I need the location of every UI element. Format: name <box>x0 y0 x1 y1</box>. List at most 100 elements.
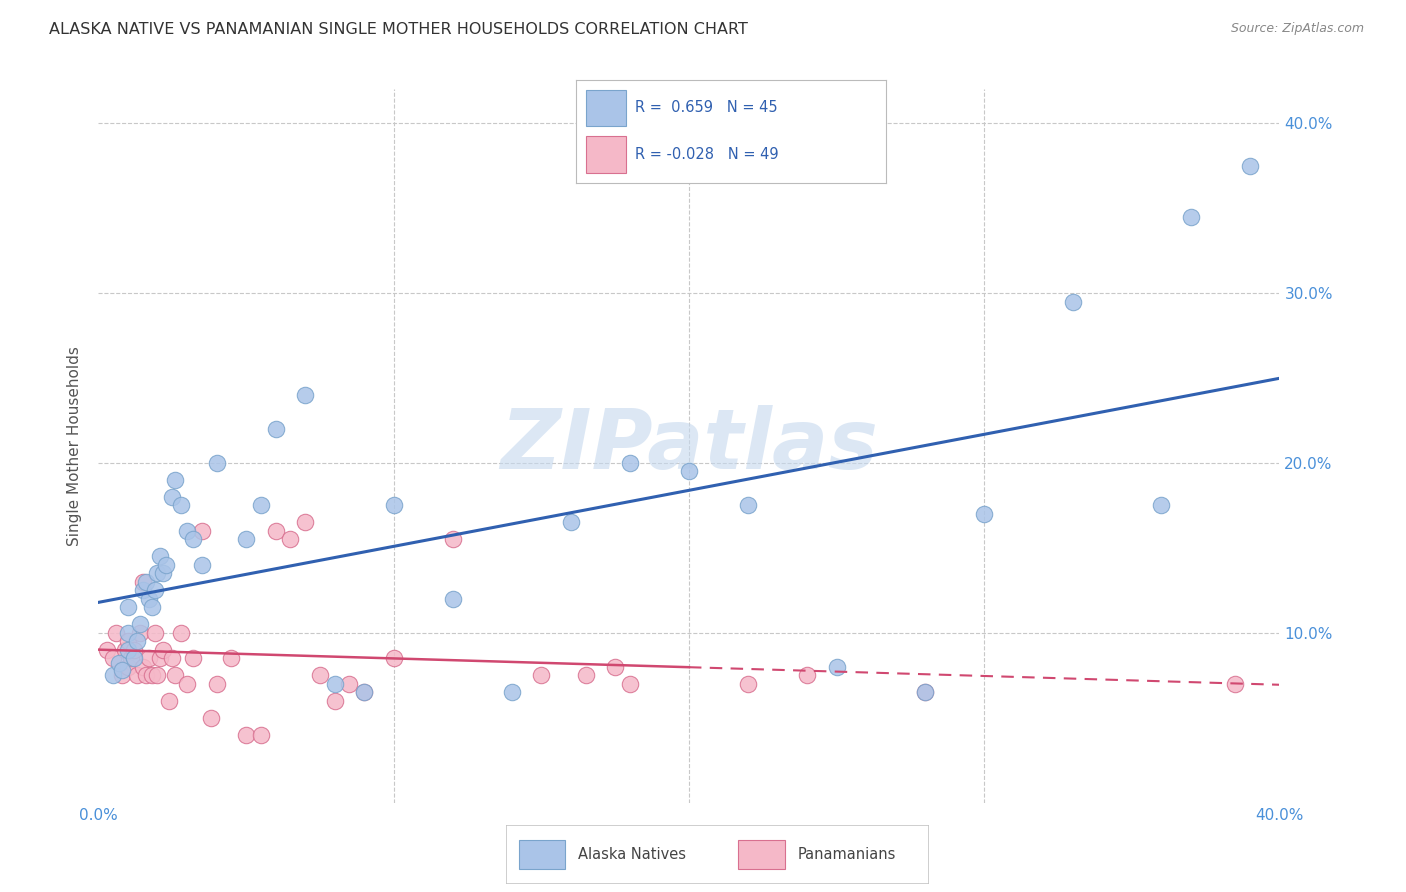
Point <box>560 516 582 530</box>
Point <box>619 456 641 470</box>
Point <box>108 657 131 671</box>
Point <box>128 626 150 640</box>
Point <box>143 583 166 598</box>
Point <box>135 574 157 589</box>
Point <box>235 533 257 547</box>
Point <box>170 499 193 513</box>
Point <box>825 660 848 674</box>
Point <box>114 643 136 657</box>
Point <box>1062 294 1084 309</box>
Point <box>574 668 596 682</box>
Point <box>235 728 257 742</box>
Point <box>152 566 174 581</box>
Point <box>117 660 139 674</box>
Point <box>441 591 464 606</box>
Point <box>165 473 187 487</box>
Point <box>138 591 160 606</box>
Point <box>132 574 155 589</box>
Point <box>619 677 641 691</box>
Y-axis label: Single Mother Households: Single Mother Households <box>67 346 83 546</box>
Point <box>737 499 759 513</box>
Point <box>132 660 155 674</box>
Point <box>157 694 180 708</box>
Bar <box>519 839 565 869</box>
Point <box>105 626 128 640</box>
Point <box>796 668 818 682</box>
Text: ALASKA NATIVE VS PANAMANIAN SINGLE MOTHER HOUSEHOLDS CORRELATION CHART: ALASKA NATIVE VS PANAMANIAN SINGLE MOTHE… <box>49 22 748 37</box>
Text: R = -0.028   N = 49: R = -0.028 N = 49 <box>636 146 779 161</box>
Point <box>264 422 287 436</box>
Point <box>219 651 242 665</box>
Bar <box>586 136 626 173</box>
Point <box>914 685 936 699</box>
Point <box>264 524 287 538</box>
Point <box>165 668 187 682</box>
Point <box>294 388 316 402</box>
Point <box>250 728 273 742</box>
Point <box>278 533 302 547</box>
Point <box>530 668 553 682</box>
Point <box>309 668 332 682</box>
Point <box>96 643 118 657</box>
Point <box>117 634 139 648</box>
Point <box>146 668 169 682</box>
Bar <box>586 89 626 127</box>
Point <box>678 465 700 479</box>
Text: R =  0.659   N = 45: R = 0.659 N = 45 <box>636 101 778 115</box>
Point <box>605 660 627 674</box>
Point <box>1223 677 1246 691</box>
Point <box>191 558 214 572</box>
Point <box>501 685 523 699</box>
Point <box>162 651 183 665</box>
Point <box>128 617 150 632</box>
Point <box>973 507 995 521</box>
Point <box>111 668 134 682</box>
Point <box>125 634 148 648</box>
Point <box>294 516 316 530</box>
Point <box>149 651 172 665</box>
Point <box>382 651 405 665</box>
Point <box>737 677 759 691</box>
Point <box>250 499 273 513</box>
Point <box>382 499 405 513</box>
Point <box>152 643 174 657</box>
Point <box>205 456 228 470</box>
Point <box>162 490 183 504</box>
Text: Alaska Natives: Alaska Natives <box>578 847 686 862</box>
Point <box>176 524 198 538</box>
Point <box>122 643 145 657</box>
Point <box>135 668 157 682</box>
Point <box>141 668 163 682</box>
Point <box>143 626 166 640</box>
Point <box>170 626 193 640</box>
Point <box>205 677 228 691</box>
Point <box>1239 159 1261 173</box>
Point <box>125 668 148 682</box>
Point <box>120 651 142 665</box>
Text: Source: ZipAtlas.com: Source: ZipAtlas.com <box>1230 22 1364 36</box>
Point <box>441 533 464 547</box>
Point <box>323 694 346 708</box>
Point <box>117 600 139 615</box>
Point <box>122 651 145 665</box>
Point <box>191 524 214 538</box>
Point <box>155 558 177 572</box>
Point <box>103 668 125 682</box>
Point <box>176 677 198 691</box>
Point <box>149 549 172 564</box>
Point <box>1180 210 1202 224</box>
Point <box>323 677 346 691</box>
Point <box>353 685 375 699</box>
Bar <box>738 839 785 869</box>
Point <box>1150 499 1173 513</box>
Point <box>117 643 139 657</box>
Point <box>146 566 169 581</box>
Point <box>181 651 204 665</box>
Point <box>353 685 375 699</box>
Point <box>914 685 936 699</box>
Point <box>103 651 125 665</box>
Point <box>181 533 204 547</box>
Point <box>132 583 155 598</box>
Point <box>117 626 139 640</box>
Point <box>339 677 360 691</box>
